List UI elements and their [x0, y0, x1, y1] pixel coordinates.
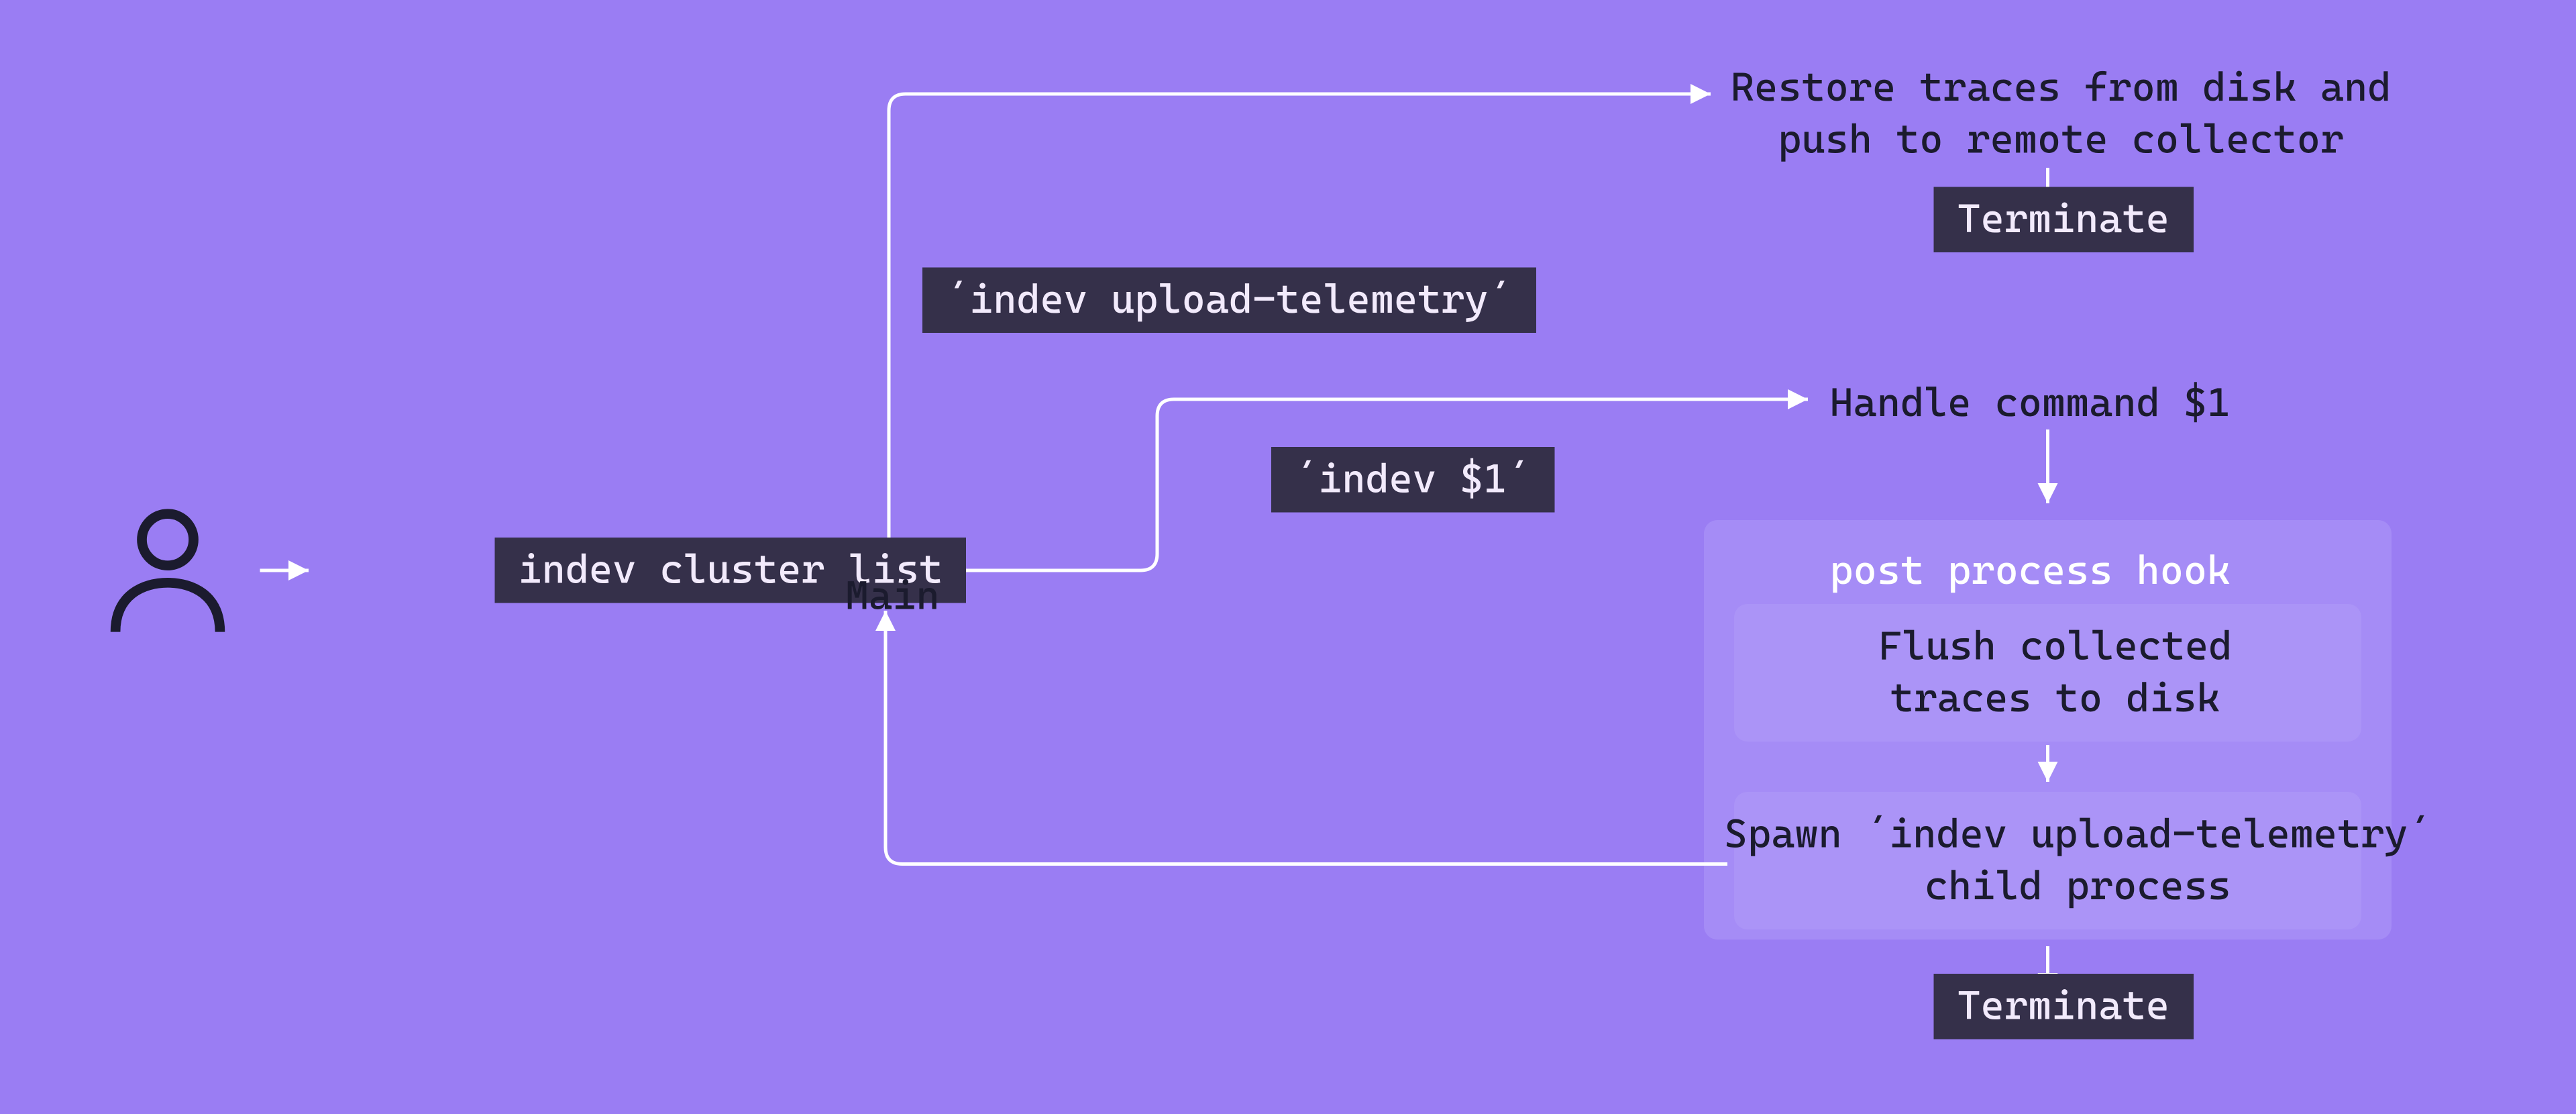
- cmd-upload-telemetry: ´indev upload-telemetry´: [922, 268, 1536, 334]
- flow-diagram: indev cluster list Main ´indev upload-te…: [0, 0, 2576, 1114]
- terminate-top: Terminate: [1934, 187, 2193, 253]
- arrowhead-main-to-restore: [1690, 84, 1711, 104]
- user-icon: [94, 497, 241, 644]
- restore-traces-text: Restore traces from disk and push to rem…: [1731, 62, 2391, 167]
- edge-spawn-to-main: [885, 611, 1727, 864]
- cmd-indev-arg: ´indev $1´: [1271, 447, 1554, 513]
- terminate-bottom: Terminate: [1934, 974, 2193, 1040]
- flush-traces-text: Flush collected traces to disk: [1878, 621, 2232, 725]
- arrowhead-handle-to-panel: [2038, 483, 2058, 503]
- handle-command-text: Handle command $1: [1830, 378, 2231, 430]
- spawn-child-text: Spawn ´indev upload-telemetry´ child pro…: [1724, 809, 2432, 913]
- post-process-hook-title: post process hook: [1830, 546, 2231, 598]
- main-node: Main: [845, 570, 940, 623]
- arrowhead-user-to-cmd: [288, 560, 309, 580]
- arrowhead-main-to-handle: [1788, 389, 1808, 409]
